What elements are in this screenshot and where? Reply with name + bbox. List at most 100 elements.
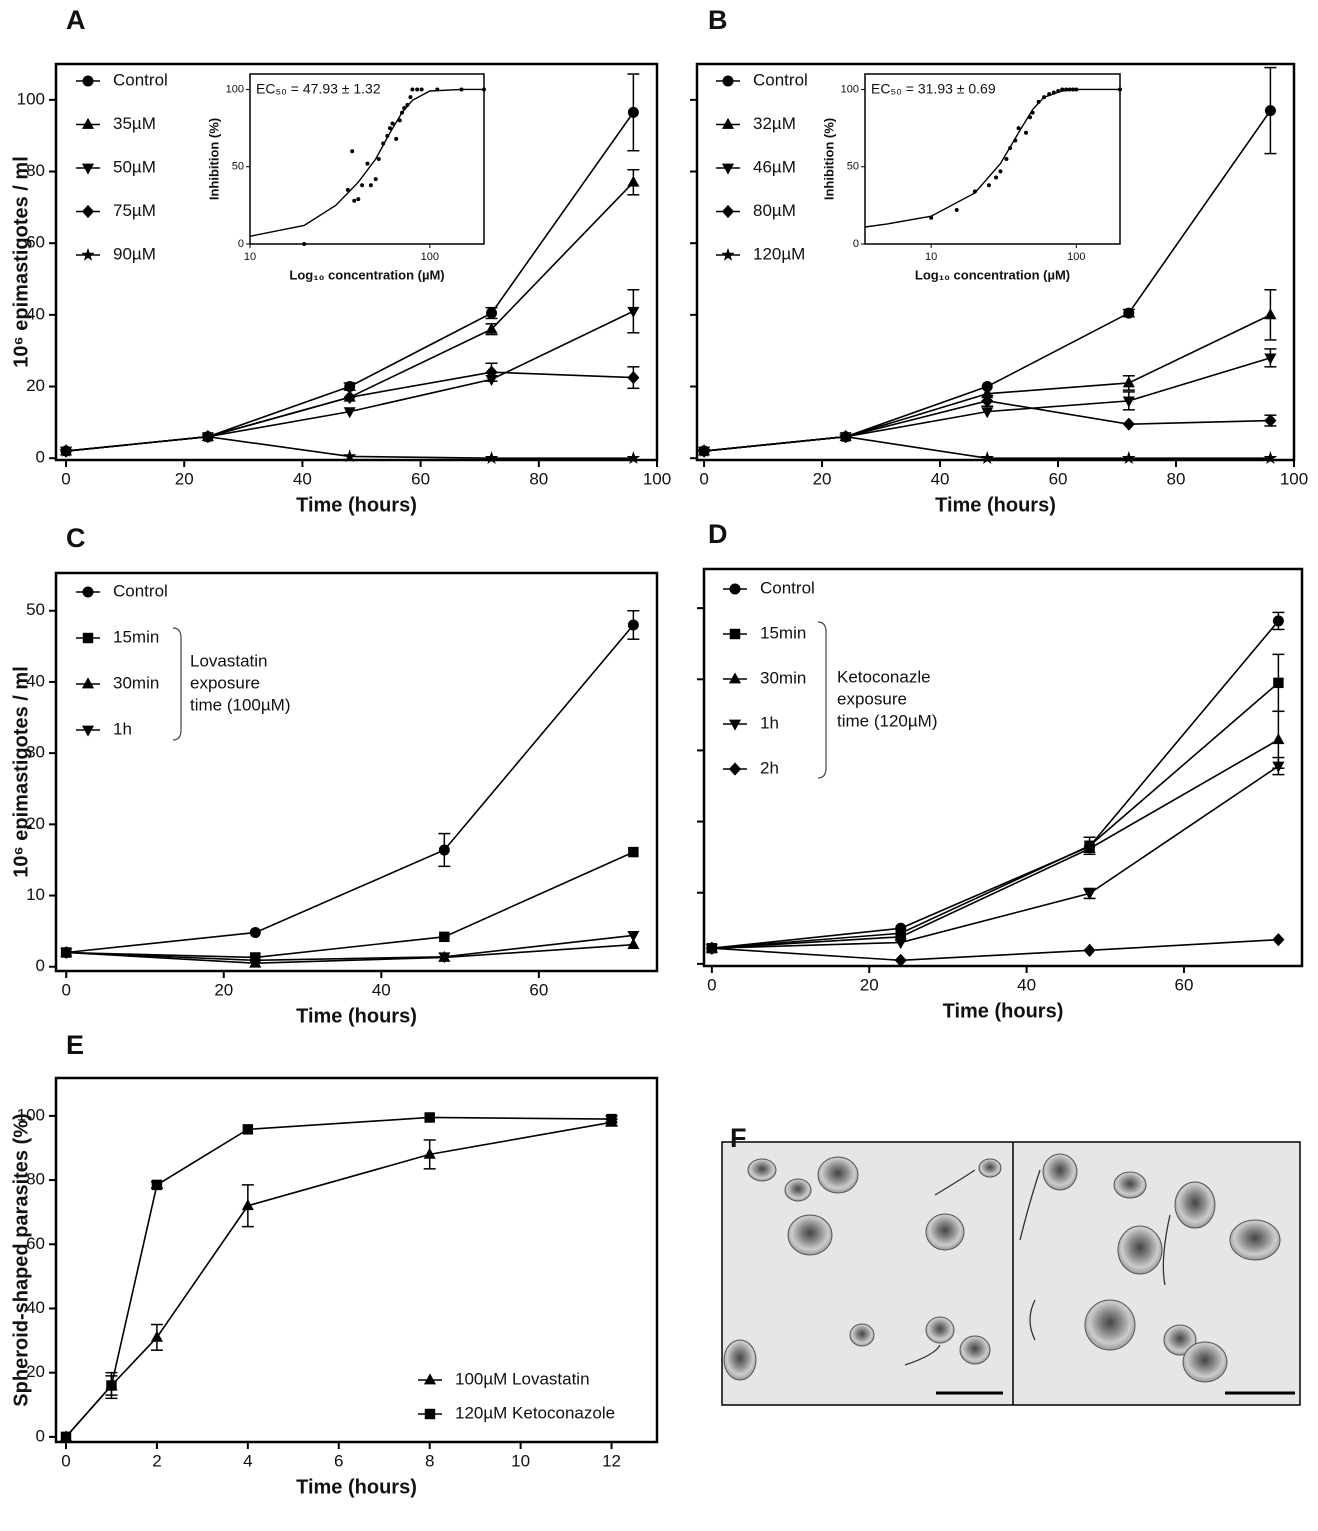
data-point [838, 429, 853, 443]
data-point [1122, 451, 1136, 464]
data-point [1016, 126, 1021, 131]
plot-frame [702, 567, 1304, 968]
legend-marker [81, 725, 95, 737]
bracket-annotation: time (120µM) [837, 711, 937, 730]
panel-letter: F [730, 1123, 747, 1153]
data-point [1083, 943, 1096, 957]
x-tick-label: 60 [411, 469, 430, 488]
data-point [1122, 396, 1135, 408]
data-point [981, 407, 994, 419]
legend-label: 90µM [113, 244, 156, 263]
legend-label: 32µM [753, 114, 796, 133]
data-point [627, 938, 640, 950]
x-tick-label: 60 [529, 980, 548, 999]
data-point [972, 189, 977, 194]
data-point [1264, 308, 1277, 320]
x-tick-label: 60 [1049, 469, 1068, 488]
data-point [1264, 413, 1277, 428]
data-point [1042, 95, 1047, 100]
data-point [397, 118, 402, 123]
data-point [352, 198, 357, 203]
data-point [1123, 307, 1135, 319]
data-point [423, 1147, 436, 1159]
legend-label: 120µM [753, 244, 805, 263]
legend-label: 120µM Ketoconazole [455, 1403, 615, 1422]
ec50-annotation: EC₅₀ = 47.93 ± 1.32 [256, 81, 381, 97]
data-point [1028, 115, 1033, 120]
data-point [1067, 87, 1072, 92]
data-point [705, 941, 718, 955]
y-tick-label: 80 [26, 161, 45, 180]
data-point [485, 322, 498, 334]
y-tick-label: 0 [238, 238, 244, 250]
data-point [459, 87, 464, 92]
ec50-annotation: EC₅₀ = 31.93 ± 0.69 [871, 81, 996, 97]
y-tick-label: 0 [853, 238, 859, 250]
inset-x-label: Log₁₀ concentration (µM) [289, 267, 444, 282]
x-tick-label: 100 [643, 469, 671, 488]
legend-marker [82, 632, 94, 644]
data-point [998, 169, 1003, 174]
series-line [711, 938, 1279, 962]
y-tick-label: 20 [26, 1362, 45, 1381]
legend-label: 50µM [113, 157, 156, 176]
data-point [1263, 451, 1278, 464]
legend-label: 75µM [113, 201, 156, 220]
panel-letter: A [66, 5, 86, 35]
series-line [66, 943, 634, 964]
data-point [405, 102, 410, 107]
data-point [626, 451, 641, 464]
legend-bracket [817, 621, 827, 779]
plot-frame [695, 62, 1296, 462]
y-tick-label: 40 [26, 1298, 45, 1317]
legend-label: 30min [113, 673, 159, 692]
series-line [65, 1116, 612, 1438]
data-point [1272, 615, 1284, 627]
x-tick-label: 6 [334, 1451, 343, 1470]
data-point [627, 306, 640, 318]
plot-frame [54, 1076, 659, 1444]
data-point [302, 242, 307, 246]
y-tick-label: 10 [26, 885, 45, 904]
data-point [894, 953, 907, 967]
legend-marker [81, 117, 95, 129]
series-line [711, 765, 1279, 950]
x-tick-label: 40 [1017, 975, 1036, 994]
data-point [1122, 376, 1135, 388]
data-point [954, 208, 959, 212]
data-point [60, 948, 73, 960]
x-tick-label: 0 [707, 975, 716, 994]
data-point [343, 390, 356, 404]
data-point [344, 381, 356, 393]
legend-label: Control [113, 581, 168, 600]
data-point [390, 121, 395, 126]
x-tick-label: 10 [511, 1451, 530, 1470]
data-point [986, 183, 991, 188]
inset-y-label: Inhibition (%) [206, 118, 221, 200]
y-tick-label: 20 [26, 376, 45, 395]
panel-letter: C [66, 523, 86, 553]
y-tick-label: 0 [36, 956, 45, 975]
legend-marker [81, 247, 95, 261]
inset-frame [864, 73, 1121, 245]
data-point [1264, 353, 1277, 365]
data-point [345, 187, 350, 192]
legend-label: 46µM [753, 157, 796, 176]
data-point [981, 381, 993, 393]
data-point [1118, 87, 1122, 92]
data-point [419, 87, 424, 92]
legend-label: Control [760, 578, 815, 597]
plot-frame [54, 571, 659, 973]
data-point [365, 161, 370, 166]
x-tick-label: 10 [244, 251, 256, 263]
x-axis-label: Time (hours) [296, 1476, 417, 1498]
inset-x-label: Log₁₀ concentration (µM) [915, 267, 1070, 282]
data-point [150, 1330, 163, 1342]
y-tick-label: 20 [26, 814, 45, 833]
y-tick-label: 50 [232, 161, 244, 173]
data-point [399, 110, 404, 115]
y-axis-label: 10⁶ epimastigotes / ml [10, 666, 32, 878]
legend-label: 1h [113, 719, 132, 738]
data-point [627, 175, 640, 187]
data-point [697, 443, 711, 457]
